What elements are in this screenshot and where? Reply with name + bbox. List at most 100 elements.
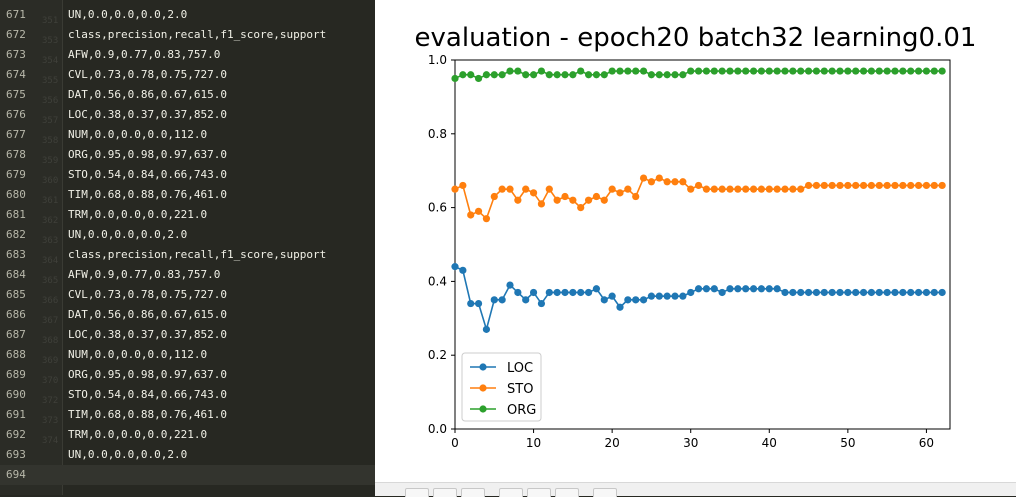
forward-button[interactable] — [461, 488, 485, 497]
editor-line[interactable]: 355 674 CVL,0.73,0.78,0.75,727.0 — [0, 65, 375, 86]
line-number-gutter — [0, 0, 63, 495]
data-point-loc — [734, 285, 742, 293]
data-point-loc — [789, 288, 797, 297]
data-point-loc — [710, 285, 718, 293]
data-point-sto — [710, 185, 718, 193]
data-point-loc — [922, 288, 931, 297]
line-number: 673 — [6, 48, 26, 61]
legend-marker-sto — [479, 384, 487, 392]
editor-line[interactable]: 365 684 AFW,0.9,0.77,0.83,757.0 — [0, 265, 375, 286]
line-number: 692 — [6, 428, 26, 441]
x-tick-label: 50 — [840, 436, 855, 450]
editor-line[interactable]: 363 682 UN,0.0,0.0,0.0,2.0 — [0, 225, 375, 246]
data-point-sto — [702, 185, 711, 193]
editor-line[interactable]: 693 UN,0.0,0.0,0.0,2.0 — [0, 445, 375, 465]
editor-line[interactable]: 367 686 DAT,0.56,0.86,0.67,615.0 — [0, 305, 375, 326]
data-point-sto — [718, 185, 726, 193]
data-point-sto — [836, 181, 844, 190]
data-point-sto — [899, 181, 907, 190]
line-number: 672 — [6, 28, 26, 41]
data-point-loc — [773, 285, 781, 293]
data-point-org — [820, 67, 828, 75]
data-point-sto — [561, 192, 569, 201]
data-point-sto — [922, 181, 931, 190]
text-editor[interactable]: 351 671 UN,0.0,0.0,0.0,2.0 353 672 class,prec… — [0, 0, 375, 495]
data-point-org — [687, 67, 695, 75]
data-point-loc — [451, 263, 459, 271]
configure-button[interactable] — [555, 488, 579, 497]
data-point-loc — [757, 285, 766, 293]
data-point-org — [883, 67, 891, 75]
data-point-loc — [679, 292, 687, 300]
y-tick-label: 0.2 — [428, 348, 447, 362]
editor-line[interactable]: 358 677 NUM,0.0,0.0,0.0,112.0 — [0, 125, 375, 146]
data-point-org — [710, 67, 718, 75]
data-point-org — [592, 71, 601, 79]
editor-line[interactable]: 357 676 LOC,0.38,0.37,0.37,852.0 — [0, 105, 375, 126]
editor-line[interactable]: 694 — [0, 465, 375, 485]
editor-line[interactable]: 362 681 TRM,0.0,0.0,0.0,221.0 — [0, 205, 375, 226]
data-point-org — [694, 67, 703, 75]
editor-line[interactable]: 373 691 TIM,0.68,0.88,0.76,461.0 — [0, 405, 375, 426]
home-button[interactable] — [405, 488, 429, 497]
data-point-org — [836, 67, 844, 75]
back-button[interactable] — [433, 488, 457, 497]
editor-line[interactable]: 368 687 LOC,0.38,0.37,0.37,852.0 — [0, 325, 375, 346]
data-point-sto — [498, 185, 506, 193]
data-point-loc — [647, 292, 656, 300]
data-point-loc — [687, 288, 695, 297]
editor-line[interactable]: 370 689 ORG,0.95,0.98,0.97,637.0 — [0, 365, 375, 386]
line-number: 683 — [6, 248, 26, 261]
data-point-loc — [474, 299, 483, 308]
editor-line[interactable]: 354 673 AFW,0.9,0.77,0.83,757.0 — [0, 45, 375, 66]
line-text: TRM,0.0,0.0,0.0,221.0 — [68, 428, 208, 441]
data-point-loc — [577, 288, 585, 297]
editor-line[interactable]: 372 690 STO,0.54,0.84,0.66,743.0 — [0, 385, 375, 406]
data-point-loc — [545, 288, 553, 297]
pan-button[interactable] — [499, 488, 523, 497]
data-point-org — [679, 71, 687, 79]
editor-line[interactable]: 366 685 CVL,0.73,0.78,0.75,727.0 — [0, 285, 375, 306]
line-number: 675 — [6, 88, 26, 101]
data-point-org — [498, 71, 506, 79]
line-text: LOC,0.38,0.37,0.37,852.0 — [68, 328, 227, 341]
line-number: 687 — [6, 328, 26, 341]
data-point-sto — [938, 181, 946, 190]
data-point-org — [577, 67, 585, 75]
editor-line[interactable]: 353 672 class,precision,recall,f1_score,su… — [0, 25, 375, 46]
data-point-sto — [647, 178, 656, 186]
zoom-button[interactable] — [527, 488, 551, 497]
data-point-org — [474, 74, 483, 83]
editor-line[interactable]: 369 688 NUM,0.0,0.0,0.0,112.0 — [0, 345, 375, 366]
data-point-sto — [482, 215, 491, 223]
editor-line[interactable]: 356 675 DAT,0.56,0.86,0.67,615.0 — [0, 85, 375, 106]
editor-line[interactable]: 359 678 ORG,0.95,0.98,0.97,637.0 — [0, 145, 375, 166]
editor-line[interactable]: 351 671 UN,0.0,0.0,0.0,2.0 — [0, 5, 375, 26]
line-chart: 0 10 20 30 40 50 60 0.0 0.2 0.4 0.6 0.8 1.0 LOC STO ORG — [428, 53, 951, 450]
line-number: 680 — [6, 188, 26, 201]
data-point-sto — [883, 181, 891, 190]
minimap-line-number: 370 — [42, 376, 59, 386]
data-point-org — [828, 67, 836, 75]
line-number: 681 — [6, 208, 26, 221]
editor-line[interactable]: 361 680 TIM,0.68,0.88,0.76,461.0 — [0, 185, 375, 206]
editor-line[interactable]: 364 683 class,precision,recall,f1_score,su… — [0, 245, 375, 266]
data-point-sto — [852, 181, 860, 190]
editor-line[interactable]: 360 679 STO,0.54,0.84,0.66,743.0 — [0, 165, 375, 186]
minimap-line-number: 355 — [42, 76, 59, 86]
data-point-sto — [632, 192, 640, 201]
minimap-line-number: 362 — [42, 216, 59, 226]
line-text: UN,0.0,0.0,0.0,2.0 — [68, 448, 188, 461]
line-text: class,precision,recall,f1_score,support — [68, 28, 327, 41]
data-point-org — [639, 67, 648, 75]
data-point-org — [616, 67, 624, 75]
data-point-loc — [891, 288, 899, 297]
minimap-line-number: 361 — [42, 196, 59, 206]
minimap-line-number: 374 — [42, 436, 59, 446]
data-point-sto — [600, 196, 608, 204]
save-button[interactable] — [593, 488, 617, 497]
editor-line[interactable]: 374 692 TRM,0.0,0.0,0.0,221.0 — [0, 425, 375, 446]
data-point-org — [655, 71, 663, 79]
legend-marker-org — [479, 405, 487, 413]
data-point-loc — [529, 288, 538, 297]
